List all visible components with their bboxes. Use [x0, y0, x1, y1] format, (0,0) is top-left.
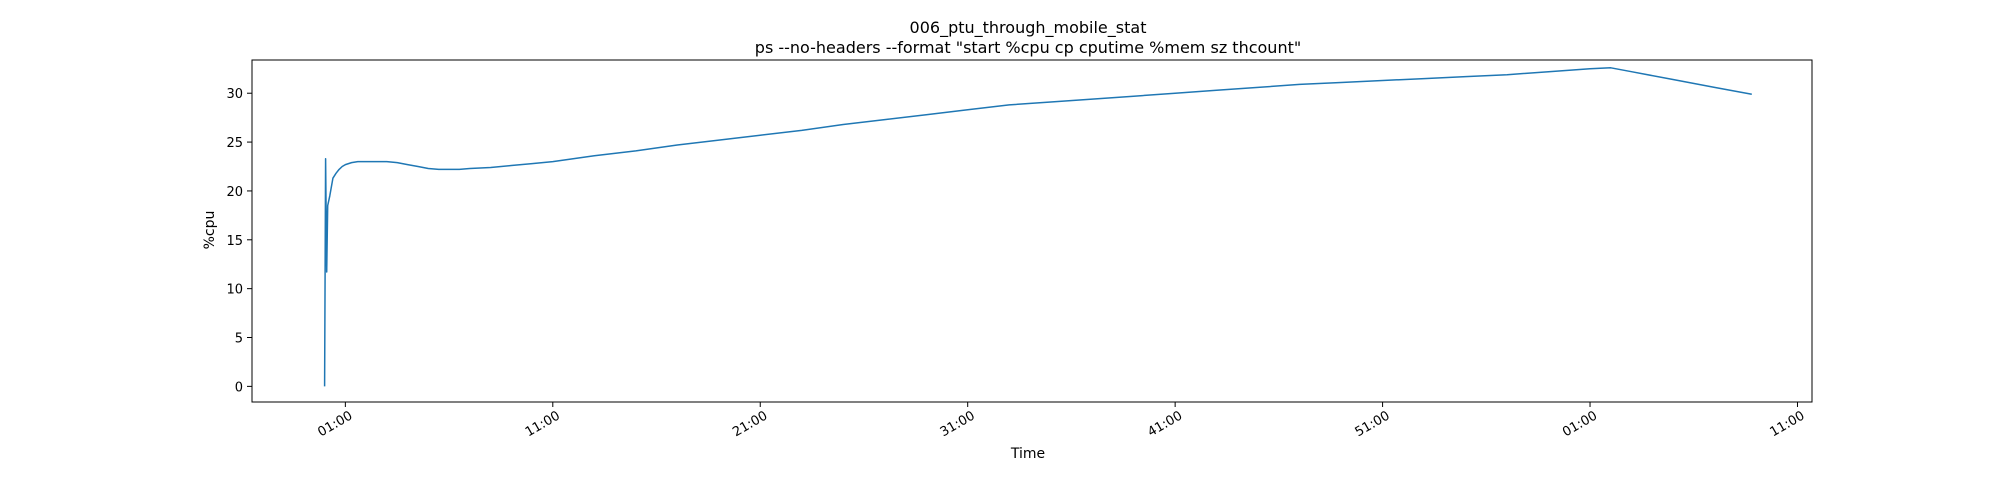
- y-tick-label: 20: [226, 185, 243, 200]
- x-axis: 01:00 11:00 21:00 31:00 41:00 51:00 01:00 11:00: [315, 402, 1807, 440]
- y-tick-label: 0: [235, 380, 243, 395]
- y-tick-label: 15: [226, 234, 243, 249]
- y-tick-label: 30: [226, 87, 243, 102]
- chart-subtitle: ps --no-headers --format "start %cpu cp …: [755, 38, 1301, 57]
- x-axis-label: Time: [1010, 446, 1045, 462]
- y-axis-label: %cpu: [202, 211, 218, 250]
- y-tick-label: 25: [226, 136, 243, 151]
- x-tick-label: 01:00: [315, 408, 355, 440]
- y-tick-label: 10: [226, 283, 243, 298]
- axes-frame: [251, 59, 1813, 403]
- plot-area: [323, 67, 1752, 387]
- chart-title: 006_ptu_through_mobile_stat: [910, 18, 1147, 38]
- x-tick-label: 51:00: [1353, 408, 1393, 440]
- x-tick-label: 11:00: [1768, 408, 1808, 440]
- series-line: [323, 67, 1752, 387]
- y-tick-label: 5: [235, 332, 243, 347]
- x-tick-label: 11:00: [523, 408, 563, 440]
- x-tick-label: 31:00: [938, 408, 978, 440]
- x-tick-label: 21:00: [730, 408, 770, 440]
- y-axis: 0 5 10 15 20 25 30: [226, 87, 252, 395]
- x-tick-label: 01:00: [1560, 408, 1600, 440]
- x-tick-label: 41:00: [1145, 408, 1185, 440]
